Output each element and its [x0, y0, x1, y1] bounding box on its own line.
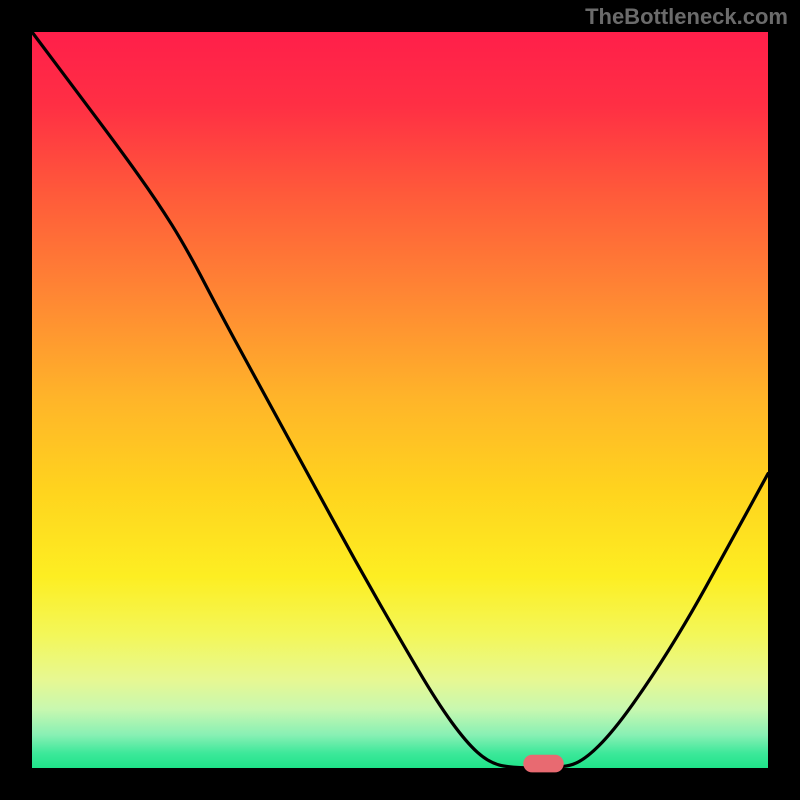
watermark-text: TheBottleneck.com: [585, 4, 788, 30]
chart-svg: [0, 0, 800, 800]
optimal-marker: [523, 755, 563, 773]
plot-gradient-background: [32, 32, 768, 768]
bottleneck-chart: TheBottleneck.com: [0, 0, 800, 800]
